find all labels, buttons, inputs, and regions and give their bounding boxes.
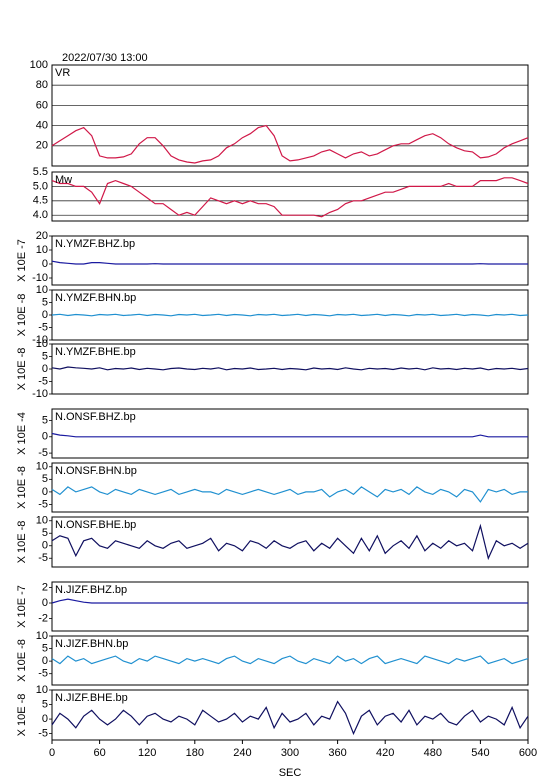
- y-tick-label: 0: [42, 309, 48, 321]
- y-tick-label: 10: [36, 515, 48, 527]
- waveform-line: [51, 260, 528, 265]
- y-tick-label: 80: [36, 79, 48, 91]
- waveform-line: [51, 523, 529, 561]
- x-tick-label: 480: [424, 747, 442, 759]
- y-tick-label: -5: [38, 321, 48, 333]
- y-tick-label: 10: [36, 244, 48, 256]
- y-tick-label: -5: [38, 552, 48, 564]
- panel-label: N.JIZF.BHE.bp: [55, 692, 128, 704]
- y-tick-label: 5: [42, 473, 48, 485]
- y-axis-label: X 10E -4: [16, 412, 28, 455]
- waveform-line: [51, 700, 529, 736]
- y-tick-label: 0: [42, 363, 48, 375]
- waveform-line: [51, 598, 528, 604]
- panel-frame: [51, 64, 529, 167]
- y-axis-label: X 10E -7: [16, 239, 28, 282]
- y-tick-label: -2: [38, 612, 48, 624]
- y-tick-label: 5: [42, 414, 48, 426]
- y-tick-label: -5: [38, 728, 48, 740]
- y-tick-label: 20: [36, 140, 48, 152]
- y-tick-label: 4.5: [33, 195, 48, 207]
- panel-label: N.YMZF.BHE.bp: [55, 346, 136, 358]
- panel-frame: [51, 581, 529, 632]
- waveform-line: [51, 124, 529, 164]
- y-tick-label: -5: [38, 498, 48, 510]
- y-tick-label: 0: [42, 655, 48, 667]
- y-axis-label: X 10E -8: [16, 466, 28, 509]
- waveform-line: [51, 486, 528, 503]
- y-tick-label: 0: [42, 486, 48, 498]
- panel-label: N.ONSF.BHN.bp: [55, 465, 137, 477]
- panel-label: N.ONSF.BHZ.bp: [55, 411, 136, 423]
- chart-title: 2022/07/30 13:00: [62, 52, 148, 64]
- waveform-line: [51, 432, 528, 438]
- y-tick-label: -10: [32, 388, 48, 400]
- y-tick-label: -10: [32, 272, 48, 284]
- panel-frame: [51, 516, 529, 568]
- y-tick-label: 5.5: [33, 166, 48, 178]
- panel-label: N.JIZF.BHZ.bp: [55, 584, 127, 596]
- x-tick-label: 360: [328, 747, 346, 759]
- y-tick-label: 0: [42, 540, 48, 552]
- y-tick-label: 20: [36, 230, 48, 242]
- y-tick-label: 5: [42, 527, 48, 539]
- x-axis-label: SEC: [279, 767, 302, 779]
- panel-label: N.YMZF.BHN.bp: [55, 292, 136, 304]
- y-tick-label: 10: [36, 461, 48, 473]
- y-tick-label: -5: [38, 668, 48, 680]
- x-tick-label: 180: [186, 747, 204, 759]
- y-axis-label: X 10E -8: [16, 294, 28, 337]
- waveform-line: [51, 177, 529, 218]
- panel-frame: [51, 635, 529, 686]
- y-tick-label: 0: [42, 713, 48, 725]
- y-tick-label: 100: [30, 59, 48, 71]
- x-tick-label: 600: [519, 747, 537, 759]
- y-tick-label: 5.0: [33, 180, 48, 192]
- y-tick-label: 4.0: [33, 209, 48, 221]
- y-tick-label: 5: [42, 698, 48, 710]
- x-tick-label: 240: [233, 747, 251, 759]
- y-tick-label: -5: [38, 375, 48, 387]
- x-tick-label: 420: [376, 747, 394, 759]
- waveform-line: [51, 366, 529, 371]
- x-tick-label: 60: [93, 747, 105, 759]
- panel-frame: [51, 235, 529, 286]
- panel-label: N.ONSF.BHE.bp: [55, 519, 136, 531]
- y-tick-label: -5: [38, 447, 48, 459]
- y-tick-label: 0: [42, 597, 48, 609]
- y-axis-label: X 10E -8: [16, 694, 28, 737]
- y-tick-label: 2: [42, 581, 48, 593]
- y-tick-label: 10: [36, 338, 48, 350]
- x-tick-label: 540: [471, 747, 489, 759]
- y-tick-label: 0: [42, 258, 48, 270]
- y-axis-label: X 10E -8: [16, 348, 28, 391]
- y-tick-label: 60: [36, 99, 48, 111]
- y-axis-label: X 10E -7: [16, 585, 28, 628]
- panel-label: N.YMZF.BHZ.bp: [55, 238, 135, 250]
- panel-label: VR: [55, 67, 70, 79]
- waveform-line: [51, 655, 529, 665]
- x-tick-label: 300: [281, 747, 299, 759]
- y-tick-label: -10: [32, 334, 48, 346]
- y-tick-label: 10: [36, 284, 48, 296]
- panel-label: N.JIZF.BHN.bp: [55, 638, 128, 650]
- x-tick-label: 120: [138, 747, 156, 759]
- y-tick-label: 5: [42, 296, 48, 308]
- y-axis-label: X 10E -8: [16, 639, 28, 682]
- y-tick-label: 10: [36, 630, 48, 642]
- y-tick-label: 5: [42, 642, 48, 654]
- panel-frame: [51, 171, 529, 222]
- waveform-line: [51, 313, 529, 317]
- panel-label: Mw: [55, 174, 72, 186]
- y-tick-label: 0: [42, 431, 48, 443]
- y-tick-label: 40: [36, 120, 48, 132]
- x-tick-label: 0: [49, 747, 55, 759]
- panel-frame: [51, 462, 529, 513]
- y-tick-label: 10: [36, 684, 48, 696]
- y-axis-label: X 10E -8: [16, 521, 28, 564]
- y-tick-label: 5: [42, 350, 48, 362]
